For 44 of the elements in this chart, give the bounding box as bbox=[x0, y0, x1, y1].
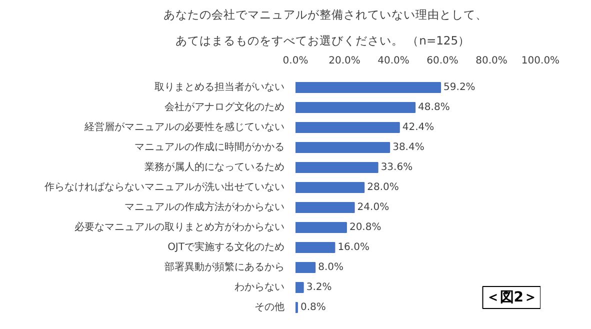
bar bbox=[296, 102, 416, 113]
data-label: 28.0% bbox=[367, 182, 399, 193]
chart-subtitle: あてはまるものをすべてお選びください。 （n=125） bbox=[176, 34, 470, 48]
y-tick-label: マニュアルの作成方法がわからない bbox=[124, 201, 284, 213]
bar bbox=[296, 82, 442, 93]
data-label: 42.4% bbox=[402, 122, 434, 133]
data-label: 59.2% bbox=[444, 82, 476, 93]
y-tick-label: 部署異動が頻繁にあるから bbox=[164, 261, 284, 273]
data-label: 38.4% bbox=[392, 142, 424, 153]
x-tick-label: 60.0% bbox=[426, 56, 458, 66]
x-tick-label: 40.0% bbox=[378, 56, 410, 66]
bar bbox=[296, 262, 316, 273]
x-tick-label: 0.0% bbox=[282, 56, 308, 66]
bar bbox=[296, 282, 304, 293]
data-label: 48.8% bbox=[418, 102, 450, 113]
y-tick-label: わからない bbox=[234, 282, 284, 293]
data-label: 24.0% bbox=[357, 202, 390, 213]
data-label: 0.8% bbox=[300, 302, 326, 313]
y-tick-label: マニュアルの作成に時間がかかる bbox=[134, 141, 284, 153]
x-tick-label: 20.0% bbox=[328, 56, 360, 66]
x-tick-label: 80.0% bbox=[476, 56, 508, 66]
y-tick-label: その他 bbox=[254, 301, 284, 313]
y-tick-label: 業務が属人的になっているため bbox=[144, 161, 284, 173]
y-tick-label: 作らなければならないマニュアルが洗い出せていない bbox=[44, 181, 284, 193]
bar bbox=[296, 242, 336, 253]
bar bbox=[296, 222, 347, 233]
y-tick-label: 必要なマニュアルの取りまとめ方がわからない bbox=[74, 221, 284, 233]
bar bbox=[296, 162, 378, 173]
data-label: 16.0% bbox=[338, 242, 370, 253]
y-tick-label: 経営層がマニュアルの必要性を感じていない bbox=[84, 121, 284, 133]
bar bbox=[296, 122, 400, 133]
data-label: 8.0% bbox=[318, 262, 344, 273]
y-tick-label: 会社がアナログ文化のため bbox=[164, 101, 284, 113]
bar bbox=[296, 142, 390, 153]
bar bbox=[296, 202, 355, 213]
data-label: 3.2% bbox=[306, 282, 332, 293]
x-tick-label: 100.0% bbox=[521, 56, 560, 66]
data-label: 33.6% bbox=[380, 162, 413, 173]
y-tick-label: 取りまとめる担当者がいない bbox=[154, 81, 284, 93]
chart-title: あなたの会社でマニュアルが整備されていない理由として、 bbox=[164, 8, 488, 22]
annotation: ＜図2＞ bbox=[486, 290, 538, 306]
y-tick-label: OJTで実施する文化のため bbox=[168, 241, 285, 253]
data-label: 20.8% bbox=[349, 222, 382, 233]
bar bbox=[296, 182, 365, 193]
